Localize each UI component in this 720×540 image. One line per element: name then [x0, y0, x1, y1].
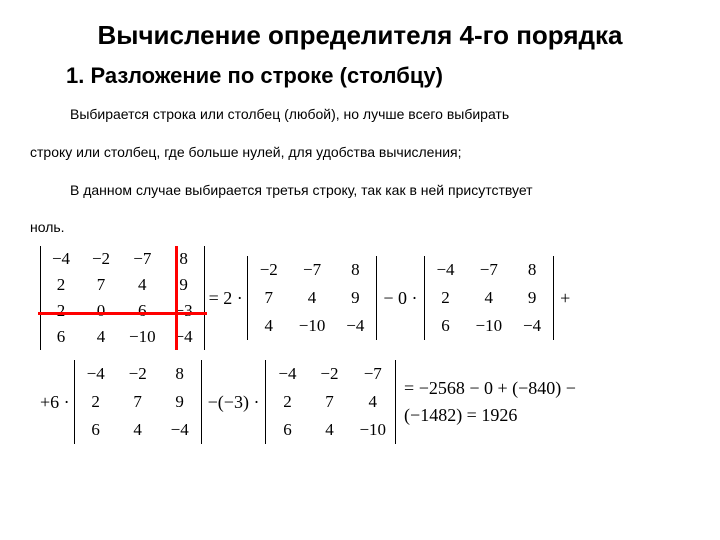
- paragraph-2: строку или столбец, где больше нулей, дл…: [30, 141, 690, 165]
- paragraph-1: Выбирается строка или столбец (любой), н…: [30, 103, 690, 127]
- minor-1: −2−78 749 4−10−4: [247, 256, 378, 340]
- coef-t1: = 2 ·: [209, 288, 243, 309]
- result-block: = −2568 − 0 + (−840) − (−1482) = 1926: [404, 375, 576, 429]
- matrix-4x4-wrap: −4−2−78 2749 206−3 64−10−4: [38, 246, 207, 350]
- coef-t3: +6 ·: [40, 392, 70, 413]
- equation-row-1: −4−2−78 2749 206−3 64−10−4 = 2 · −2−78 7…: [38, 246, 690, 350]
- equation-row-2: +6 · −4−28 279 64−4 −(−3) · −4−2−7 274 6…: [38, 360, 690, 444]
- paragraph-4: ноль.: [30, 216, 690, 240]
- section-heading: 1. Разложение по строке (столбцу): [66, 63, 690, 89]
- highlight-row: [38, 312, 207, 315]
- op-1: − 0 ·: [383, 288, 417, 309]
- result-line-2: (−1482) = 1926: [404, 402, 517, 429]
- minor-3: −4−28 279 64−4: [74, 360, 202, 444]
- op-2: +: [560, 288, 570, 309]
- minor-2: −4−78 249 6−10−4: [424, 256, 555, 340]
- op-3: −(−3) ·: [208, 392, 260, 413]
- highlight-column: [175, 246, 178, 350]
- page-title: Вычисление определителя 4-го порядка: [30, 20, 690, 51]
- result-line-1: = −2568 − 0 + (−840) −: [404, 375, 576, 402]
- matrix-4x4: −4−2−78 2749 206−3 64−10−4: [40, 246, 205, 350]
- minor-4: −4−2−7 274 64−10: [265, 360, 396, 444]
- paragraph-3: В данном случае выбирается третья строку…: [30, 179, 690, 203]
